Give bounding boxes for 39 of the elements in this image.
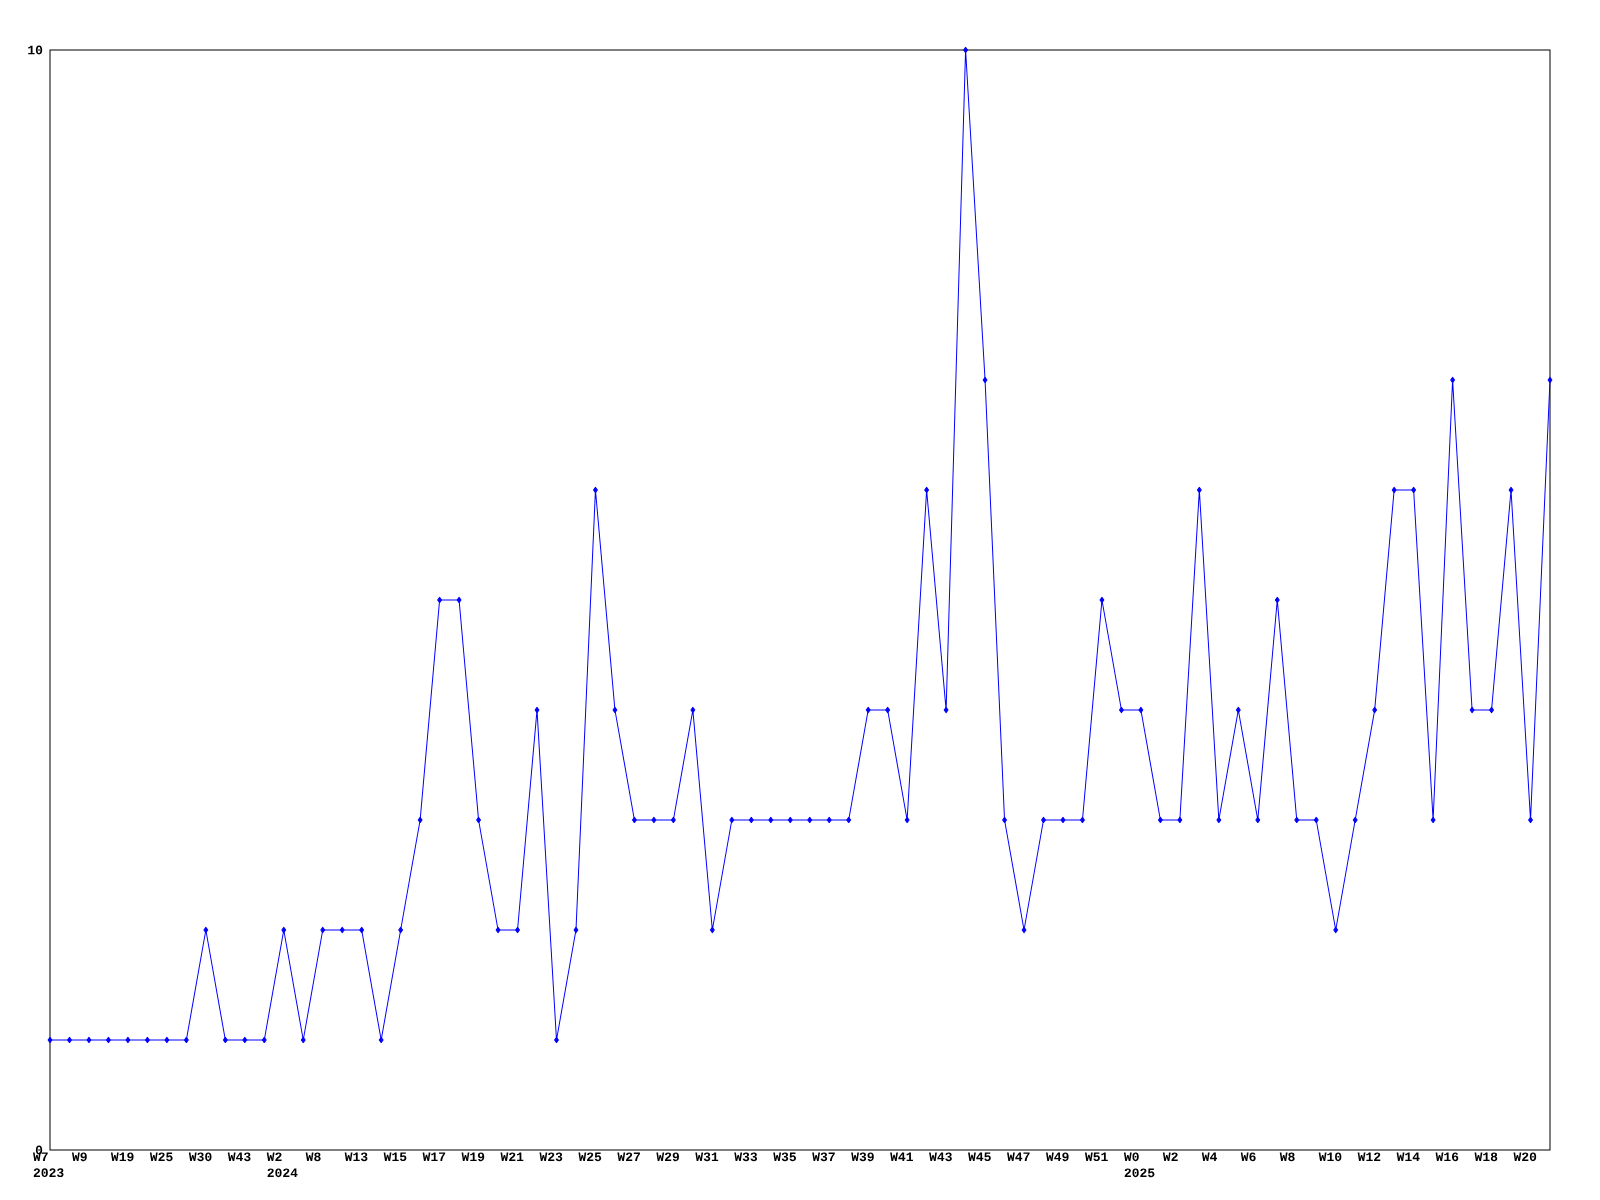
x-tick-label: W17 xyxy=(422,1152,446,1161)
x-tick-label: W18 xyxy=(1474,1152,1498,1162)
x-tick-label: W43 xyxy=(929,1152,952,1162)
x-tick-label: W27 xyxy=(617,1152,640,1162)
x-tick-label: W6 xyxy=(1240,1152,1256,1162)
x-tick-label: W37 xyxy=(812,1152,835,1162)
x-tick-label: W21 xyxy=(500,1152,524,1162)
x-tick-label: W15 xyxy=(383,1152,407,1162)
x-tick-label: W25 xyxy=(578,1152,602,1162)
x-tick-label: W30 xyxy=(188,1152,212,1162)
x-tick-label: W14 xyxy=(1396,1152,1420,1161)
x-tick-label: W25 xyxy=(149,1152,173,1162)
x-tick-label: W13 xyxy=(344,1152,368,1162)
x-tick-label: W2 xyxy=(1162,1152,1178,1162)
x-tick-label: W2 2024 xyxy=(266,1152,298,1178)
x-tick-label: W12 xyxy=(1357,1152,1381,1162)
x-tick-label: W33 xyxy=(734,1152,758,1162)
x-tick-label: W49 xyxy=(1045,1152,1069,1162)
x-tick-label: W4 xyxy=(1201,1152,1218,1161)
x-tick-label: W47 xyxy=(1007,1152,1030,1161)
x-tick-label: W23 xyxy=(539,1152,563,1162)
x-tick-label: W51 xyxy=(1084,1152,1108,1162)
x-tick-label: W29 xyxy=(656,1152,679,1162)
x-tick-label: W9 xyxy=(71,1152,87,1162)
x-tick-label: W39 xyxy=(851,1152,874,1162)
x-tick-label: W41 xyxy=(890,1152,913,1161)
x-tick-label: W35 xyxy=(773,1152,796,1162)
x-tick-label: W31 xyxy=(695,1152,719,1162)
x-tick-label: W20 xyxy=(1513,1152,1537,1162)
x-tick-label: W19 xyxy=(110,1152,134,1162)
x-tick-label: W16 xyxy=(1435,1152,1459,1162)
y-tick-label: 10 xyxy=(28,45,43,55)
x-tick-label: W43 xyxy=(227,1152,251,1162)
x-tick-label: W0 2025 xyxy=(1123,1152,1155,1178)
x-tick-label: W19 xyxy=(461,1152,485,1162)
x-tick-label: W45 xyxy=(968,1152,991,1162)
x-tick-label: W10 xyxy=(1318,1152,1342,1162)
x-tick-label: W8 xyxy=(305,1152,321,1162)
x-tick-label: W8 xyxy=(1279,1152,1295,1162)
